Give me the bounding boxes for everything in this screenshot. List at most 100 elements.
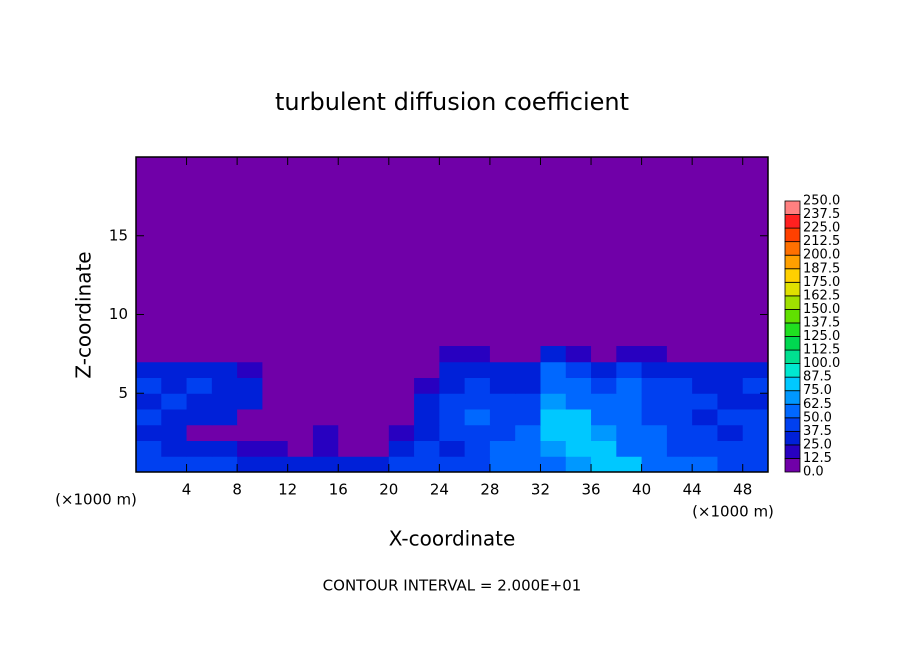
heat-cell [439,361,466,378]
y-axis-label: Z-coordinate [72,251,96,378]
heat-cell [439,346,466,363]
heat-cell [641,456,668,473]
colorbar-swatch [784,430,801,446]
heat-cell [464,440,491,457]
heat-cell [515,346,541,363]
x-tick-label: 36 [581,481,600,499]
colorbar-swatch [784,295,801,310]
heat-cell [540,409,567,426]
heat-cell [742,440,769,457]
heat-cell [136,377,162,394]
heat-cell [489,377,516,394]
heat-cell [666,440,693,457]
x-axis-label: X-coordinate [389,527,516,551]
colorbar-swatch [784,241,801,256]
colorbar-label: 162.5 [803,288,840,303]
heat-cell [565,377,592,394]
heat-cell [540,424,567,441]
heat-cell [211,393,238,410]
heat-cell [237,409,263,426]
heat-cell [717,424,744,441]
heat-cell [287,440,314,457]
heat-cell [692,377,718,394]
heat-cell [338,440,365,457]
heat-cell [136,456,162,473]
heat-cell [136,361,162,378]
heat-cell [186,424,213,441]
heat-cell [237,440,263,457]
colorbar-swatch [784,281,801,297]
heat-cell [186,393,213,410]
heat-cell [414,456,440,473]
heat-cell [262,409,289,426]
heat-cell [161,346,188,363]
heat-cell [262,377,289,394]
y-unit-label: (×1000 m) [55,491,137,509]
heat-cell [565,424,592,441]
heat-cell [742,409,769,426]
colorbar-label: 212.5 [803,234,840,249]
heat-cell [237,456,263,473]
heat-cell [186,409,213,426]
heat-cell [186,346,213,363]
heat-cell [591,361,617,378]
heat-cell [540,393,567,410]
heat-cell [338,361,365,378]
heat-cell [616,409,643,426]
heat-cell [363,361,390,378]
x-tick-label: 20 [379,481,398,499]
heat-cell [692,346,718,363]
heat-cell [237,346,263,363]
heat-cell [363,456,390,473]
heat-cell [742,456,769,473]
heat-cell [414,424,440,441]
colorbar-label: 237.5 [803,207,840,222]
colorbar-swatch [784,417,801,432]
heat-cell [161,440,188,457]
x-tick-label: 24 [430,481,449,499]
heat-cell [388,424,415,441]
heat-cell [363,393,390,410]
colorbar-label: 175.0 [803,275,840,290]
heat-cell [262,424,289,441]
heat-cell [717,440,744,457]
heat-cell [312,393,339,410]
x-tick-label: 4 [182,481,192,499]
heat-cell [136,424,162,441]
heat-cell [641,361,668,378]
heat-cell [287,456,314,473]
heat-cell [616,424,643,441]
heat-cell [742,424,769,441]
heat-cell [742,393,769,410]
heat-cell [161,424,188,441]
heat-cell [414,346,440,363]
heat-cell [616,440,643,457]
heat-cell [464,456,491,473]
heat-cell [338,456,365,473]
heat-cell [515,361,541,378]
y-tick-label: 15 [109,226,128,244]
heat-cell [666,409,693,426]
heat-cell [439,424,466,441]
colorbar-swatch [784,444,801,459]
x-tick-label: 44 [683,481,702,499]
colorbar-label: 25.0 [803,437,832,452]
heat-cell [717,346,744,363]
colorbar-swatch [784,390,801,405]
chart-title: turbulent diffusion coefficient [275,88,629,116]
x-tick-label: 16 [329,481,348,499]
x-unit-label: (×1000 m) [692,503,774,521]
colorbar-swatch [784,200,801,215]
heat-cell [616,393,643,410]
heat-cell [464,361,491,378]
heat-cell [388,456,415,473]
heat-cell [363,377,390,394]
heat-cell [338,377,365,394]
heat-cell [287,377,314,394]
colorbar-swatch [784,349,801,364]
heat-cell [489,361,516,378]
heat-cell [515,393,541,410]
heat-cell [464,393,491,410]
colorbar-swatch [784,403,801,419]
